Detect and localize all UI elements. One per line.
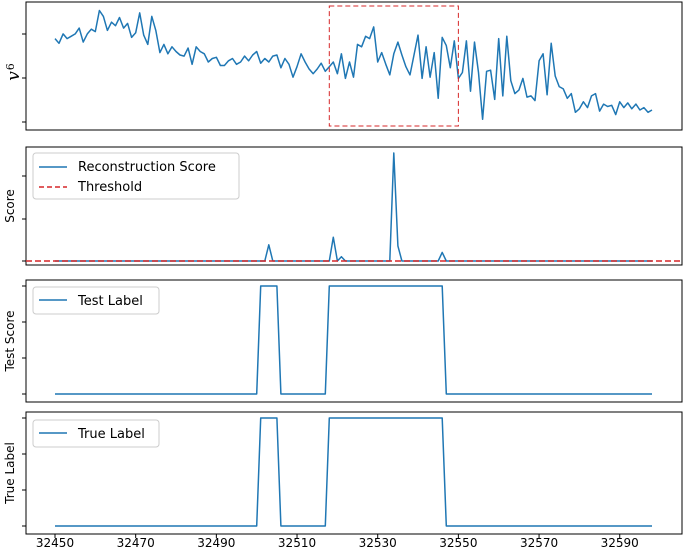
true-label-legend-box	[32, 419, 160, 448]
panel-v6: v6	[4, 1, 683, 131]
panel-true-label: True Label True Label 32450 32470 32490 325…	[3, 411, 683, 550]
v6-series-line	[54, 9, 653, 121]
v6-y-axis-label: v6	[4, 63, 24, 81]
test-score-plot-area	[22, 285, 652, 395]
score-y-axis-label: Score	[3, 189, 17, 223]
true-label-legend: True Label	[32, 419, 160, 448]
score-plot-area	[22, 152, 682, 262]
panel-true-label-frame	[25, 411, 683, 535]
score-legend: Reconstruction Score Threshold	[32, 152, 240, 200]
highlight-window	[328, 5, 459, 127]
panel-test-score-frame	[25, 279, 683, 403]
v6-label-sub: 6	[4, 63, 17, 70]
x-tick-label: 32490	[197, 536, 235, 550]
test-score-y-axis-label: Test Score	[3, 310, 17, 372]
test-label-legend-box	[32, 286, 160, 315]
panel-v6-frame	[25, 1, 683, 131]
legend-true-label-label: True Label	[77, 427, 145, 442]
x-tick-label: 32510	[278, 536, 316, 550]
x-axis: 32450 32470 32490 32510 32530 32550 32570 32590	[36, 534, 639, 550]
panel-test-score: Test Score Test Label	[3, 279, 683, 403]
true-label-line	[55, 417, 652, 527]
test-label-line	[55, 285, 652, 395]
x-tick-label: 32470	[117, 536, 155, 550]
v6-plot-area	[22, 5, 653, 127]
x-tick-label: 32530	[359, 536, 397, 550]
legend-threshold-label: Threshold	[77, 180, 142, 195]
panel-score: Score Reconstruction Score Threshold	[3, 146, 683, 266]
x-tick-label: 32570	[520, 536, 558, 550]
true-label-plot-area	[22, 417, 652, 527]
v6-label-main: v	[4, 71, 24, 81]
x-tick-label: 32590	[601, 536, 639, 550]
true-label-y-axis-label: True Label	[3, 442, 17, 505]
score-legend-box	[32, 152, 240, 200]
x-tick-label: 32450	[36, 536, 74, 550]
legend-test-label-label: Test Label	[77, 294, 143, 309]
test-label-legend: Test Label	[32, 286, 160, 315]
legend-reconstruction-score-label: Reconstruction Score	[78, 160, 216, 175]
x-tick-label: 32550	[439, 536, 477, 550]
panel-score-frame	[25, 146, 683, 266]
